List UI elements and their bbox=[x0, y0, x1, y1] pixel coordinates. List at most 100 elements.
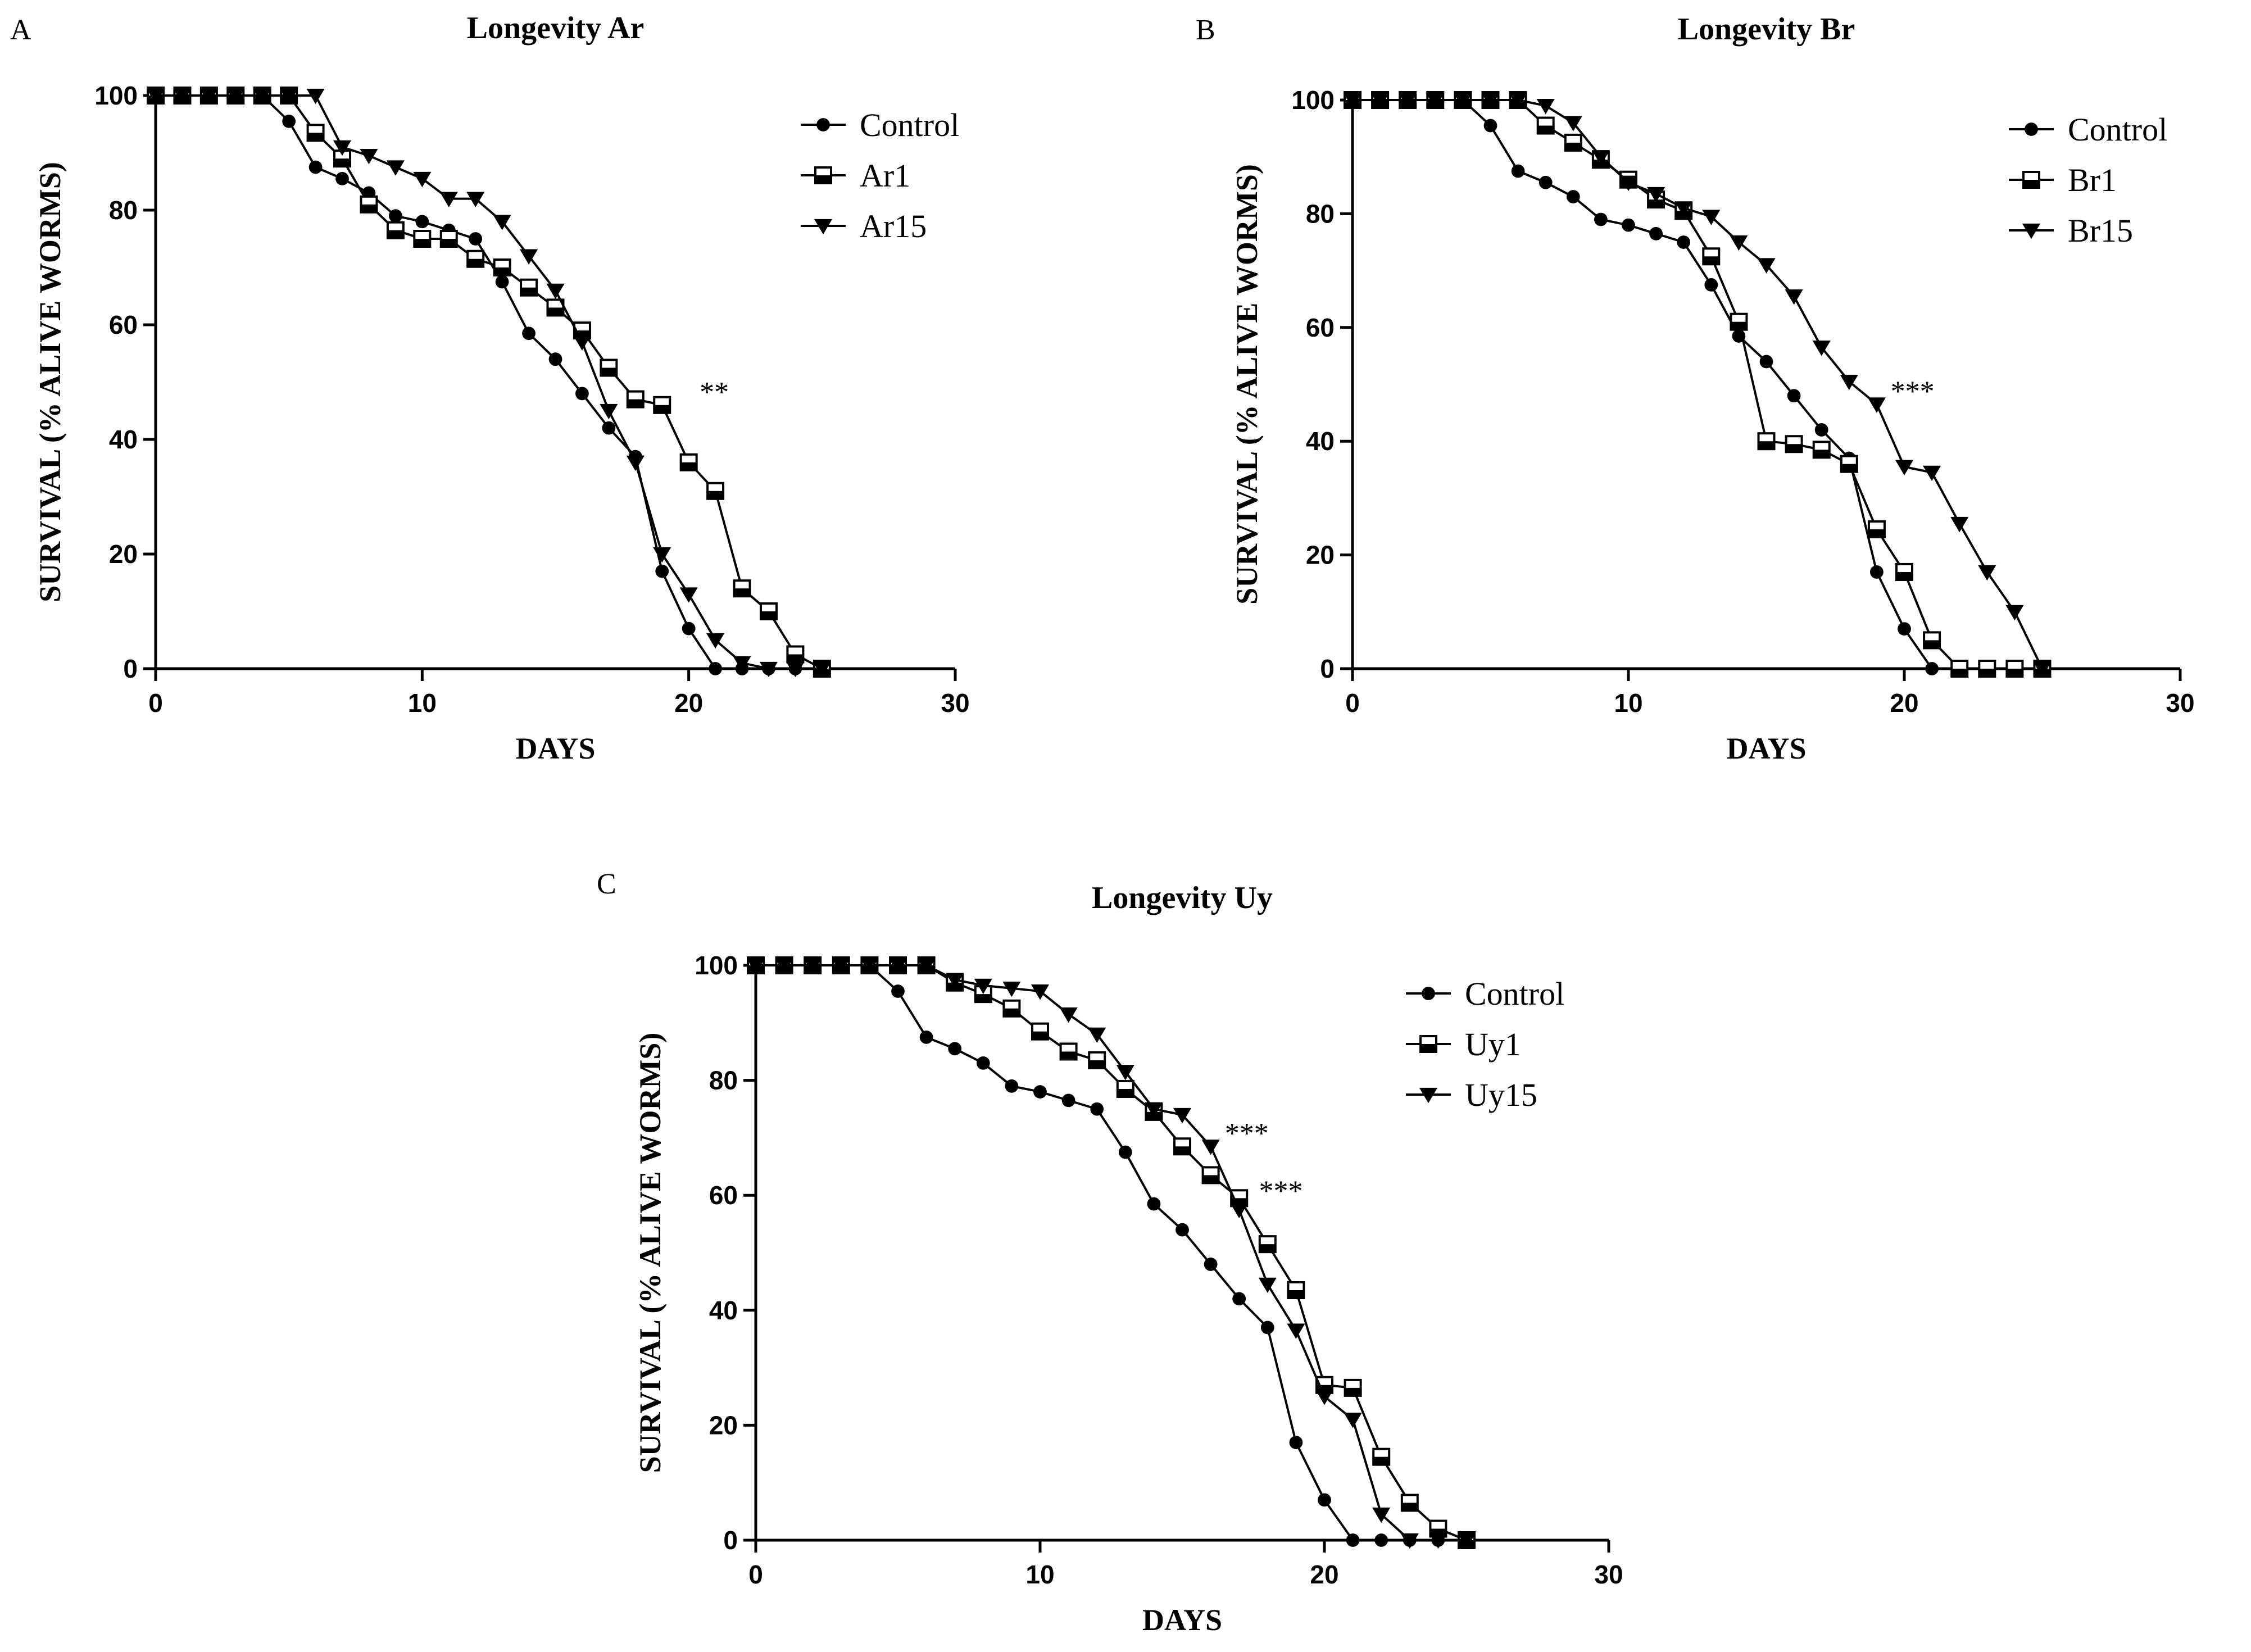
legend-label: Control bbox=[2068, 111, 2167, 148]
legend-marker bbox=[2022, 171, 2040, 189]
y-tick-label: 40 bbox=[1306, 426, 1335, 456]
data-point bbox=[1539, 175, 1553, 189]
data-point bbox=[1594, 212, 1608, 226]
data-point bbox=[1031, 1022, 1049, 1041]
data-point-fill bbox=[1758, 441, 1775, 450]
legend-item: Control bbox=[2009, 111, 2167, 148]
data-point bbox=[466, 249, 485, 268]
data-point bbox=[1031, 984, 1050, 1000]
data-point bbox=[804, 958, 822, 974]
data-point bbox=[1622, 218, 1635, 232]
data-point bbox=[1730, 312, 1748, 331]
data-point-fill bbox=[1345, 1387, 1361, 1396]
data-point-fill bbox=[707, 491, 724, 499]
data-point bbox=[335, 172, 349, 185]
data-point bbox=[1923, 631, 1941, 650]
data-point bbox=[1201, 1166, 1220, 1184]
y-tick-label: 100 bbox=[1291, 85, 1335, 115]
x-tick-label: 20 bbox=[674, 688, 703, 718]
data-point bbox=[888, 958, 907, 974]
y-tick-label: 60 bbox=[709, 1181, 738, 1210]
data-point bbox=[1677, 235, 1691, 249]
panel-a: A Longevity Ar 0 10 20 30 0 20 40 60 80 100 DAYS SURV… bbox=[10, 11, 970, 765]
data-point bbox=[1315, 1390, 1334, 1405]
data-point-fill bbox=[494, 267, 510, 275]
data-point-fill bbox=[521, 287, 537, 296]
panel-label: A bbox=[10, 14, 31, 46]
significance-marker: *** bbox=[1891, 375, 1935, 407]
data-point bbox=[974, 985, 992, 1004]
data-point bbox=[469, 232, 483, 246]
data-point bbox=[1429, 1533, 1447, 1549]
x-tick-label: 20 bbox=[1310, 1560, 1338, 1589]
legend-label: Br1 bbox=[2068, 162, 2117, 198]
data-point bbox=[917, 958, 936, 974]
data-point bbox=[1759, 355, 1773, 369]
x-tick-label: 20 bbox=[1890, 688, 1918, 718]
x-axis-label: DAYS bbox=[1726, 732, 1806, 765]
data-point bbox=[466, 192, 485, 207]
data-point bbox=[1511, 164, 1525, 178]
data-point bbox=[948, 1042, 962, 1056]
data-point bbox=[1289, 1436, 1303, 1449]
data-point bbox=[1118, 1145, 1132, 1159]
data-point bbox=[1481, 93, 1500, 109]
data-point bbox=[1454, 93, 1472, 109]
data-point bbox=[386, 160, 405, 176]
data-point-fill bbox=[1202, 1175, 1219, 1183]
y-tick-label: 100 bbox=[94, 81, 138, 110]
data-point bbox=[653, 547, 671, 563]
data-point-fill bbox=[361, 204, 377, 212]
legend-marker bbox=[2022, 223, 2041, 239]
legend-label: Uy15 bbox=[1465, 1077, 1537, 1113]
data-point-fill bbox=[975, 994, 991, 1002]
data-point-fill bbox=[1924, 640, 1940, 648]
y-tick-label: 80 bbox=[1306, 199, 1335, 228]
data-point bbox=[1372, 1507, 1391, 1523]
data-point-fill bbox=[627, 399, 643, 407]
data-point bbox=[1059, 1007, 1078, 1023]
data-point bbox=[600, 403, 618, 420]
series-br1 bbox=[1344, 91, 2052, 678]
data-point bbox=[389, 209, 402, 223]
data-point-fill bbox=[334, 158, 351, 167]
data-point bbox=[439, 230, 458, 248]
data-point-fill bbox=[1060, 1051, 1077, 1060]
data-point-fill bbox=[1952, 669, 1968, 677]
data-point bbox=[1005, 1079, 1019, 1093]
data-point bbox=[786, 661, 805, 678]
data-point-fill bbox=[734, 588, 750, 597]
data-point bbox=[386, 221, 405, 239]
data-point bbox=[306, 88, 325, 105]
series-br15 bbox=[1343, 93, 2052, 678]
data-point bbox=[1090, 1102, 1104, 1116]
series-control bbox=[1346, 93, 2049, 675]
legend-marker bbox=[1422, 987, 1435, 1000]
legend-item: Ar1 bbox=[801, 157, 910, 194]
legend-label: Control bbox=[1465, 975, 1564, 1012]
data-point bbox=[1787, 389, 1801, 403]
data-point bbox=[495, 275, 509, 289]
data-point-fill bbox=[1565, 142, 1581, 151]
chart-title: Longevity Uy bbox=[1092, 881, 1273, 915]
legend-item: Uy1 bbox=[1406, 1026, 1521, 1063]
series-ar15 bbox=[146, 88, 831, 678]
data-point bbox=[706, 633, 725, 649]
data-point bbox=[602, 421, 616, 435]
data-point bbox=[1059, 1042, 1078, 1061]
data-point bbox=[1371, 93, 1390, 109]
data-point-fill bbox=[1841, 464, 1857, 472]
significance-marker: *** bbox=[1259, 1176, 1303, 1208]
data-point bbox=[493, 215, 511, 230]
x-axis-label: DAYS bbox=[1142, 1603, 1222, 1637]
y-axis-label: SURVIVAL (% ALIVE WORMS) bbox=[633, 1033, 667, 1473]
data-point bbox=[522, 326, 535, 341]
data-point-fill bbox=[307, 133, 324, 141]
data-point-fill bbox=[1117, 1088, 1133, 1097]
legend-marker bbox=[1419, 1087, 1438, 1104]
legend-label: Control bbox=[860, 107, 959, 143]
series-line bbox=[756, 964, 1467, 1541]
data-point bbox=[1344, 1378, 1362, 1397]
legend-marker bbox=[814, 166, 832, 184]
data-point-fill bbox=[1979, 669, 1995, 677]
